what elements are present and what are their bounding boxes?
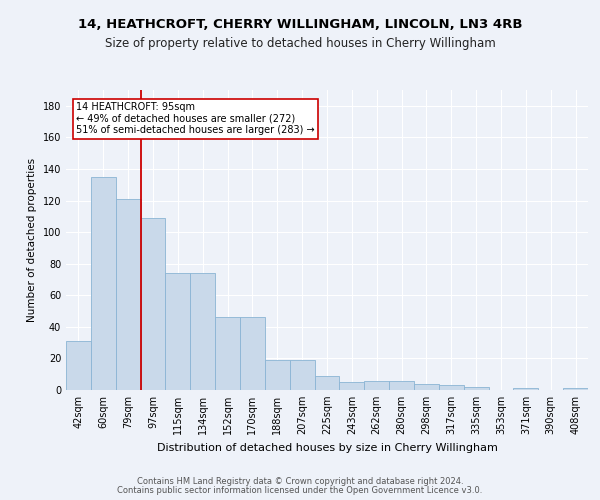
Bar (290, 360, 314, 390)
Bar (91, 177, 116, 390)
Bar (265, 360, 290, 390)
Bar (66, 341, 91, 390)
Bar (314, 376, 340, 390)
Text: 14 HEATHCROFT: 95sqm
← 49% of detached houses are smaller (272)
51% of semi-deta: 14 HEATHCROFT: 95sqm ← 49% of detached h… (76, 102, 315, 135)
Bar (364, 380, 389, 390)
Bar (563, 388, 588, 390)
X-axis label: Distribution of detached houses by size in Cherry Willingham: Distribution of detached houses by size … (157, 442, 497, 452)
Bar (389, 380, 414, 390)
Bar (166, 273, 190, 390)
Bar (116, 199, 140, 390)
Text: Contains public sector information licensed under the Open Government Licence v3: Contains public sector information licen… (118, 486, 482, 495)
Bar (514, 388, 538, 390)
Bar (190, 273, 215, 390)
Bar (215, 318, 240, 390)
Text: 14, HEATHCROFT, CHERRY WILLINGHAM, LINCOLN, LN3 4RB: 14, HEATHCROFT, CHERRY WILLINGHAM, LINCO… (78, 18, 522, 30)
Bar (140, 218, 166, 390)
Y-axis label: Number of detached properties: Number of detached properties (27, 158, 37, 322)
Text: Size of property relative to detached houses in Cherry Willingham: Size of property relative to detached ho… (104, 38, 496, 51)
Bar (340, 382, 364, 390)
Text: Contains HM Land Registry data © Crown copyright and database right 2024.: Contains HM Land Registry data © Crown c… (137, 477, 463, 486)
Bar (240, 318, 265, 390)
Bar (414, 384, 439, 390)
Bar (464, 387, 488, 390)
Bar (439, 386, 464, 390)
